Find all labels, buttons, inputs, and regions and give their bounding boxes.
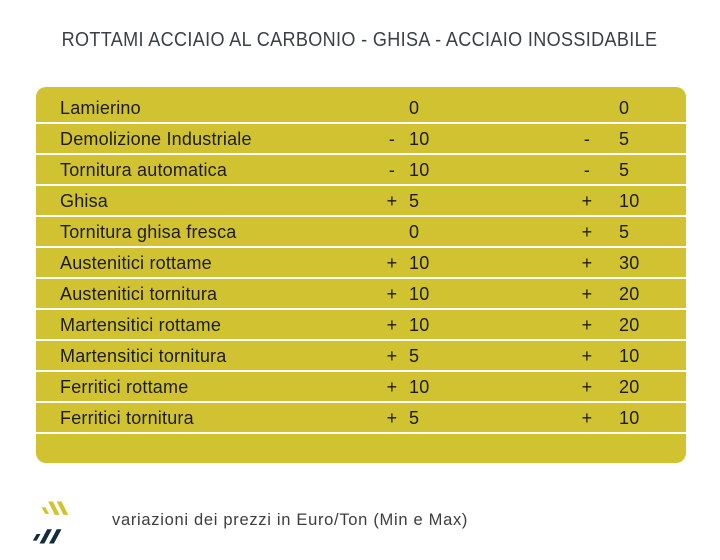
max-sign: + <box>581 191 593 211</box>
max-sign: + <box>581 315 593 335</box>
min-sign: + <box>386 408 398 428</box>
material-name: Austenitici tornitura <box>60 284 218 304</box>
min-value: 10 <box>409 160 430 180</box>
max-sign: + <box>581 377 593 397</box>
table-row: Austenitici rottame + 10 + 30 <box>36 248 686 279</box>
max-sign: + <box>581 284 593 304</box>
min-value: 5 <box>409 408 420 428</box>
material-name: Ghisa <box>60 191 109 211</box>
table-row: Martensitici tornitura + 5 + 10 <box>36 341 686 372</box>
max-value: 20 <box>619 315 640 335</box>
material-name: Lamierino <box>60 98 141 118</box>
min-value: 10 <box>409 284 430 304</box>
logo-top-stripes <box>41 501 69 515</box>
material-name: Martensitici rottame <box>60 315 222 335</box>
material-name: Tornitura automatica <box>60 160 228 180</box>
min-sign: + <box>386 377 398 397</box>
material-name: Austenitici rottame <box>60 253 212 273</box>
material-name: Ferritici tornitura <box>60 408 194 428</box>
material-name: Ferritici rottame <box>60 377 189 397</box>
max-value: 0 <box>619 98 630 118</box>
max-sign: + <box>581 408 593 428</box>
min-sign: - <box>388 160 396 180</box>
page-title-text: ROTTAMI ACCIAIO AL CARBONIO - GHISA - AC… <box>62 28 658 51</box>
min-value: 5 <box>409 346 420 366</box>
max-value: 30 <box>619 253 640 273</box>
max-sign: + <box>581 222 593 242</box>
max-value: 20 <box>619 377 640 397</box>
min-sign: + <box>386 191 398 211</box>
max-value: 10 <box>619 408 640 428</box>
max-value: 5 <box>619 160 630 180</box>
min-value: 10 <box>409 253 430 273</box>
max-value: 10 <box>619 191 640 211</box>
min-value: 0 <box>409 222 420 242</box>
max-sign: - <box>583 129 591 149</box>
material-name: Tornitura ghisa fresca <box>60 222 237 242</box>
table-row: Tornitura ghisa fresca 0 + 5 <box>36 217 686 248</box>
min-value: 0 <box>409 98 420 118</box>
min-sign: - <box>388 129 396 149</box>
max-sign: + <box>581 253 593 273</box>
max-sign: - <box>583 160 591 180</box>
footer-caption: variazioni dei prezzi in Euro/Ton (Min e… <box>112 511 469 529</box>
table-row: Demolizione Industriale - 10 - 5 <box>36 124 686 155</box>
table-row: Ferritici rottame + 10 + 20 <box>36 372 686 403</box>
min-sign: + <box>386 346 398 366</box>
metalweek-logo <box>32 501 69 544</box>
page-title: ROTTAMI ACCIAIO AL CARBONIO - GHISA - AC… <box>0 28 720 52</box>
max-value: 20 <box>619 284 640 304</box>
price-table: Lamierino 0 0 Demolizione Industriale - … <box>36 87 686 463</box>
logo-bottom-stripes <box>32 529 62 544</box>
max-value: 5 <box>619 129 630 149</box>
table-row: Ghisa + 5 + 10 <box>36 186 686 217</box>
table-row: Ferritici tornitura + 5 + 10 <box>36 403 686 434</box>
min-sign: + <box>386 253 398 273</box>
min-sign: + <box>386 284 398 304</box>
table-row: Austenitici tornitura + 10 + 20 <box>36 279 686 310</box>
min-sign: + <box>386 315 398 335</box>
max-sign: + <box>581 346 593 366</box>
material-name: Demolizione Industriale <box>60 129 252 149</box>
table-row: Lamierino 0 0 <box>36 93 686 124</box>
min-value: 10 <box>409 129 430 149</box>
min-value: 10 <box>409 315 430 335</box>
table-row: Tornitura automatica - 10 - 5 <box>36 155 686 186</box>
max-value: 5 <box>619 222 630 242</box>
max-value: 10 <box>619 346 640 366</box>
table-row: Martensitici rottame + 10 + 20 <box>36 310 686 341</box>
material-name: Martensitici tornitura <box>60 346 227 366</box>
min-value: 10 <box>409 377 430 397</box>
min-value: 5 <box>409 191 420 211</box>
